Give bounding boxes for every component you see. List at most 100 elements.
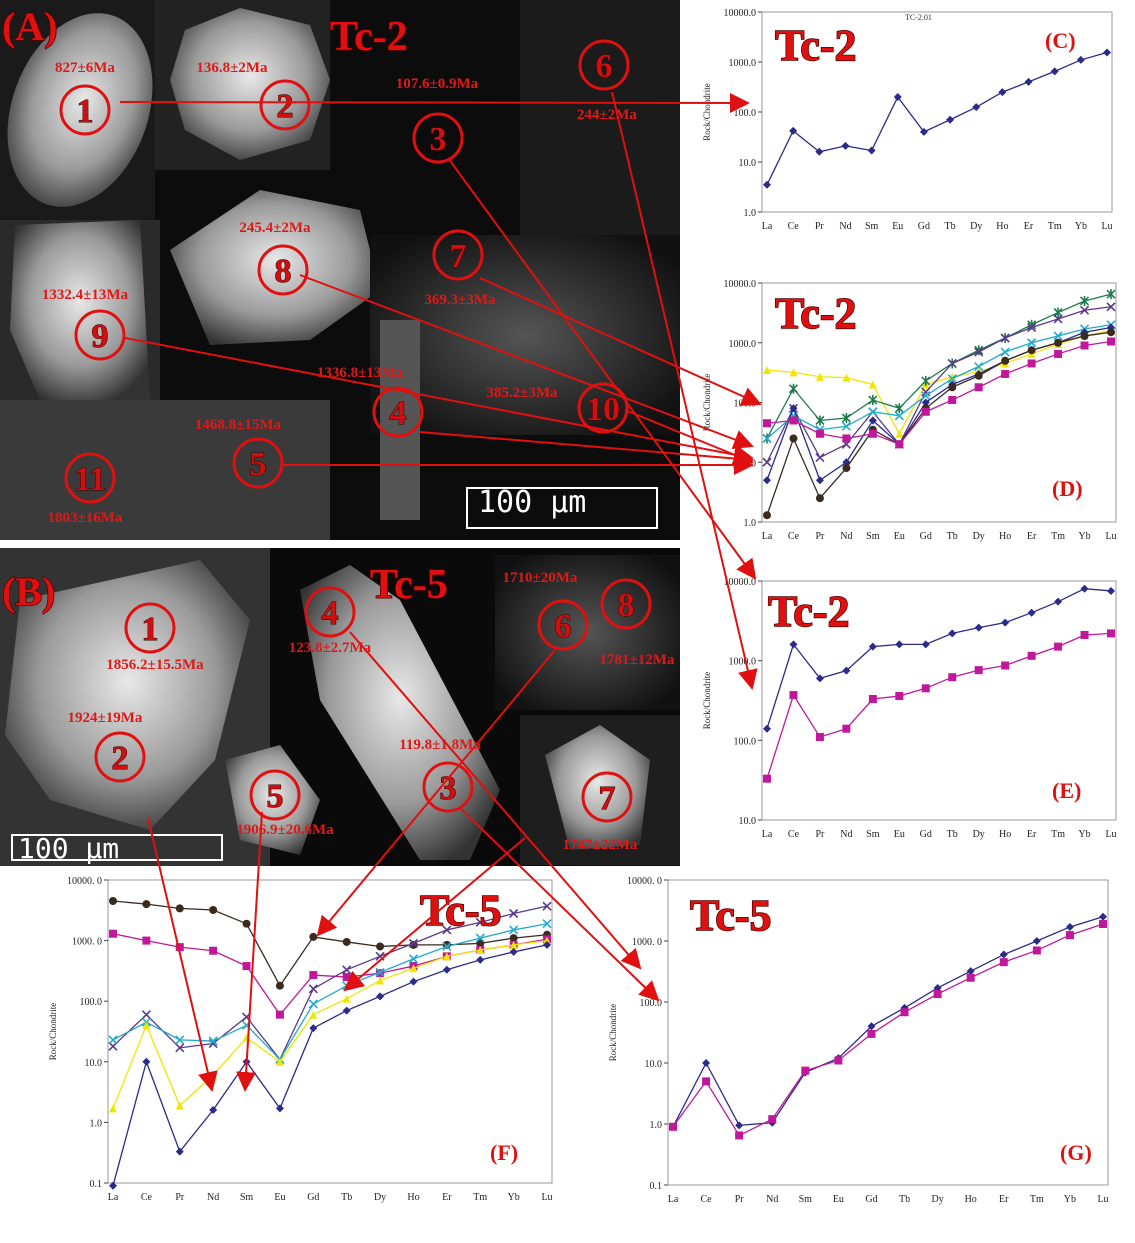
data-point: [933, 990, 942, 999]
data-point: [867, 1029, 876, 1038]
chart-background: [695, 0, 1135, 235]
plot-frame: [667, 879, 1109, 1186]
data-point: [801, 1066, 810, 1075]
grain-circle: [412, 112, 464, 164]
chart-title: Tc-2: [775, 289, 857, 338]
grain-number: 4: [322, 595, 339, 632]
data-point: [543, 936, 551, 945]
data-point: [1001, 618, 1010, 627]
grain-circle: [578, 39, 630, 91]
x-tick-label: Ce: [788, 531, 800, 542]
data-point: [763, 419, 771, 428]
grain-number: 3: [440, 770, 457, 807]
data-point: [763, 774, 771, 783]
x-tick-label: La: [762, 221, 773, 232]
chart-title: Tc-2: [768, 587, 850, 636]
data-point: [209, 905, 218, 914]
data-point: [1099, 919, 1107, 928]
grain-age: 119.8±1.8Ma: [399, 737, 481, 753]
data-point: [841, 413, 851, 424]
data-point: [842, 464, 851, 473]
panel-label: (B): [2, 569, 55, 614]
data-point: [895, 440, 904, 449]
x-tick-label: Tm: [1051, 829, 1065, 840]
x-tick-label: Ho: [999, 829, 1011, 840]
data-point: [1107, 337, 1115, 346]
x-tick-label: Er: [1027, 531, 1037, 542]
data-point: [242, 919, 251, 928]
y-tick-label: 1000. 0: [632, 937, 662, 948]
data-point: [109, 1181, 117, 1190]
data-point: [1080, 341, 1089, 350]
data-point: [815, 476, 824, 485]
data-point: [815, 674, 824, 683]
grain-circle: [249, 769, 301, 821]
data-point: [476, 939, 485, 948]
data-point: [702, 1059, 711, 1067]
data-point: [815, 372, 824, 381]
data-point: [442, 965, 451, 974]
x-tick-label: Eu: [892, 221, 903, 232]
y-tick-label: 1000.0: [729, 339, 757, 350]
data-point: [543, 940, 551, 949]
x-tick-label: Yb: [1078, 531, 1090, 542]
x-tick-label: La: [668, 1194, 679, 1205]
data-point: [275, 981, 284, 990]
data-point: [933, 983, 942, 992]
series-line: [766, 588, 1112, 729]
series-line: [766, 329, 1112, 436]
data-point: [735, 1131, 744, 1140]
data-point: [966, 973, 975, 982]
x-tick-label: Sm: [240, 1192, 254, 1203]
data-point: [1099, 912, 1107, 921]
series-line: [672, 923, 1104, 1137]
data-point: [815, 494, 824, 503]
x-tick-label: Dy: [970, 221, 982, 232]
cl-image-b: [0, 548, 680, 866]
data-point: [789, 416, 798, 425]
data-point: [475, 933, 485, 943]
data-point: [894, 403, 904, 414]
plot-frame: [761, 580, 1117, 821]
y-tick-label: 100.0: [734, 736, 757, 747]
data-point: [974, 383, 983, 392]
grain-number: 2: [277, 88, 294, 125]
grain-circle: [59, 84, 111, 136]
data-point: [868, 416, 877, 425]
data-point: [763, 724, 771, 733]
series-line: [766, 324, 1112, 439]
x-tick-label: Gd: [920, 829, 932, 840]
data-point: [1080, 584, 1089, 593]
data-point: [1053, 314, 1063, 324]
x-tick-label: Eu: [894, 829, 905, 840]
chart-background: [580, 868, 1135, 1243]
data-point: [1065, 931, 1074, 940]
data-point: [867, 1022, 876, 1031]
x-tick-label: Nd: [840, 531, 852, 542]
series-line: [766, 331, 1112, 516]
data-point: [175, 904, 184, 913]
data-point: [762, 457, 772, 467]
data-point: [242, 962, 251, 971]
data-point: [841, 141, 850, 150]
data-point: [1107, 629, 1115, 638]
data-point: [921, 640, 930, 649]
data-point: [867, 146, 876, 155]
data-point: [175, 1043, 185, 1053]
x-tick-label: Yb: [507, 1192, 519, 1203]
data-point: [109, 1104, 117, 1113]
x-tick-label: Nd: [840, 829, 852, 840]
grain-circle: [74, 309, 126, 361]
grain-circle: [432, 229, 484, 281]
data-point: [342, 937, 351, 946]
y-tick-label: 1.0: [744, 208, 757, 219]
grain-age: 1924±19Ma: [68, 710, 143, 726]
data-point: [1079, 295, 1090, 306]
series-line: [766, 293, 1112, 439]
data-point: [921, 375, 931, 386]
data-point: [921, 391, 931, 401]
data-point: [974, 371, 983, 380]
data-point: [948, 372, 957, 381]
